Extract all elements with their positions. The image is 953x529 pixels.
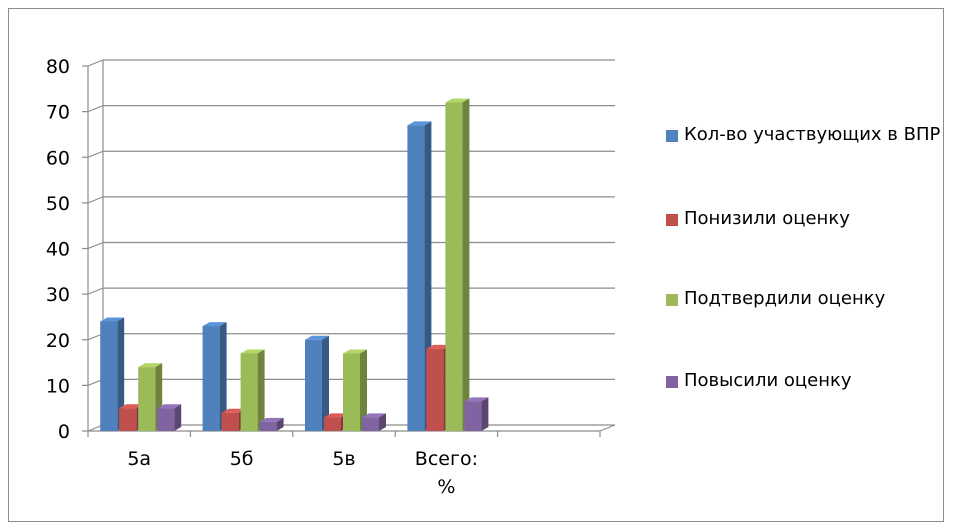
bar-top — [119, 404, 144, 409]
bar — [464, 397, 489, 431]
bar-side — [481, 397, 489, 431]
y-tick-label: 70 — [46, 102, 70, 124]
bar-front — [119, 408, 137, 431]
x-axis-tick-labels: 5а 5б 5в Всего:% — [127, 448, 478, 498]
bar-top — [202, 322, 227, 327]
legend-item-participants: Кол-во участвующих в ВПР — [666, 120, 953, 150]
bar — [362, 413, 386, 431]
bar-top — [464, 397, 489, 402]
chart-frame — [8, 8, 944, 522]
bar — [445, 98, 470, 431]
x-tick-label: 5в — [332, 448, 355, 470]
bar-front — [426, 348, 444, 431]
x-tick-label: Всего:% — [415, 448, 478, 498]
bar-top — [100, 317, 125, 322]
x-tick-label: 5а — [127, 448, 151, 470]
gridlines — [87, 59, 615, 432]
bar-top — [407, 121, 432, 126]
bar — [202, 322, 227, 431]
gridline-depth — [87, 241, 104, 250]
bar-top — [240, 349, 265, 354]
legend-label-lowered: Понизили оценку — [684, 208, 850, 229]
bar-side — [322, 335, 329, 431]
legend-label-participants: Кол-во участвующих в ВПР — [684, 124, 941, 145]
bar-front — [464, 401, 482, 431]
legend-swatch-confirmed — [666, 294, 678, 306]
bar-front — [221, 412, 239, 431]
bar-side — [462, 98, 470, 431]
legend-swatch-participants — [666, 130, 678, 142]
bar-front — [362, 417, 379, 431]
bar — [157, 404, 182, 431]
bar-side — [276, 417, 284, 431]
y-tick-label: 10 — [46, 375, 70, 397]
gridline-depth — [87, 105, 104, 113]
bar — [100, 317, 125, 431]
legend-item-raised: Повысили оценку — [666, 366, 953, 396]
legend-item-confirmed: Подтвердили оценку — [666, 284, 953, 314]
bar-front — [157, 408, 175, 431]
bar-front — [324, 417, 341, 431]
bar — [240, 349, 265, 431]
bar-side — [360, 349, 367, 431]
y-axis-tick-labels: 0 10 20 30 40 50 60 70 80 — [46, 56, 70, 443]
bar-top — [324, 413, 348, 418]
bar-front — [305, 339, 322, 431]
legend-swatch-lowered — [666, 214, 678, 226]
bar-front — [259, 421, 277, 431]
bar-top — [305, 335, 329, 340]
bar — [305, 335, 329, 431]
gridline-depth — [87, 196, 104, 204]
bar-top — [426, 344, 451, 349]
bar-top — [221, 408, 246, 413]
y-tick-label: 20 — [46, 330, 70, 352]
bar-side — [174, 404, 182, 431]
bar-front — [202, 326, 220, 431]
bar-front — [445, 102, 463, 431]
floor-edge — [599, 424, 616, 432]
bar-top — [362, 413, 386, 418]
bar-front — [407, 125, 425, 431]
bar-side — [257, 349, 265, 431]
bar — [343, 349, 367, 431]
gridline-depth — [87, 150, 104, 158]
legend-label-raised: Повысили оценку — [684, 370, 852, 391]
x-tick-label: 5б — [230, 448, 254, 470]
y-tick-label: 40 — [46, 239, 70, 261]
bars — [100, 98, 489, 431]
bar-front — [343, 353, 360, 431]
bar-top — [259, 417, 284, 422]
bar-top — [138, 363, 163, 368]
y-tick-label: 80 — [46, 56, 70, 78]
bar-front — [240, 353, 258, 431]
bar-top — [157, 404, 182, 409]
legend-swatch-raised — [666, 376, 678, 388]
bar-front — [138, 367, 156, 431]
legend-label-confirmed: Подтвердили оценку — [684, 288, 886, 309]
bar-top — [445, 98, 470, 103]
gridline-depth — [87, 287, 104, 295]
y-tick-label: 50 — [46, 193, 70, 215]
y-tick-label: 60 — [46, 147, 70, 169]
bar-front — [100, 321, 118, 431]
bar-side — [219, 322, 227, 431]
y-tick-label: 0 — [58, 421, 70, 443]
bar-top — [343, 349, 367, 354]
gridline-depth — [87, 59, 104, 67]
bar-side — [117, 317, 125, 431]
bar-side — [379, 413, 386, 431]
y-tick-label: 30 — [46, 284, 70, 306]
bar — [259, 417, 284, 431]
legend-item-lowered: Понизили оценку — [666, 204, 953, 234]
